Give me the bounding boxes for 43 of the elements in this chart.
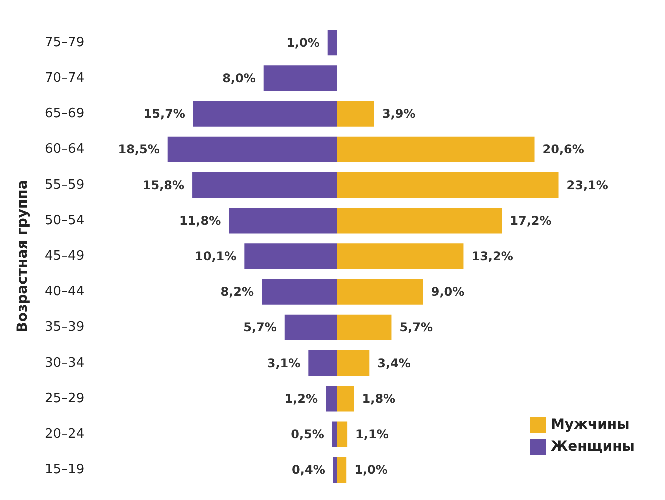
bar (328, 30, 337, 56)
data-label: 0,5% (291, 428, 324, 442)
data-label: 20,6% (542, 142, 584, 157)
y-tick-label: 20–24 (45, 427, 85, 442)
data-label: 23,1% (566, 178, 608, 192)
y-tick-label: 75–79 (45, 35, 85, 50)
data-label: 10,1% (195, 250, 237, 264)
y-tick-label: 15–19 (45, 462, 85, 478)
data-label: 5,7% (244, 320, 277, 335)
data-label: 1,0% (354, 463, 388, 478)
y-tick-label: 50–54 (45, 213, 85, 228)
data-label: 8,2% (220, 285, 254, 300)
y-tick-label: 30–34 (45, 356, 85, 371)
data-label: 1,8% (362, 392, 396, 406)
y-tick-label: 65–69 (45, 106, 85, 122)
y-axis-title: Возрастная группа (15, 180, 31, 333)
data-label: 13,2% (472, 250, 514, 264)
data-label: 8,0% (222, 71, 256, 86)
data-label: 9,0% (431, 285, 465, 300)
data-label: 1,2% (284, 392, 318, 406)
data-label: 15,8% (142, 178, 185, 192)
bar (337, 101, 374, 127)
y-tick-label: 25–29 (45, 391, 85, 406)
data-label: 1,1% (356, 428, 389, 442)
data-label: 5,7% (400, 320, 433, 335)
data-label: 18,5% (118, 142, 160, 157)
data-label: 0,4% (292, 463, 326, 478)
y-tick-label: 45–49 (45, 249, 85, 264)
data-label: 17,2% (510, 214, 552, 228)
legend-label: Мужчины (551, 417, 630, 433)
data-label: 3,4% (378, 356, 411, 370)
y-tick-label: 40–44 (45, 284, 85, 300)
bar (264, 66, 337, 92)
y-tick-label: 35–39 (45, 320, 85, 336)
y-tick-label: 60–64 (45, 142, 85, 158)
data-label: 15,7% (144, 107, 186, 122)
data-label: 11,8% (179, 214, 222, 228)
y-tick-label: 55–59 (45, 178, 85, 193)
y-tick-label: 70–74 (45, 70, 85, 86)
legend-label: Женщины (551, 439, 635, 455)
data-label: 3,9% (382, 107, 416, 122)
data-label: 1,0% (286, 36, 320, 50)
data-label: 3,1% (267, 356, 301, 370)
